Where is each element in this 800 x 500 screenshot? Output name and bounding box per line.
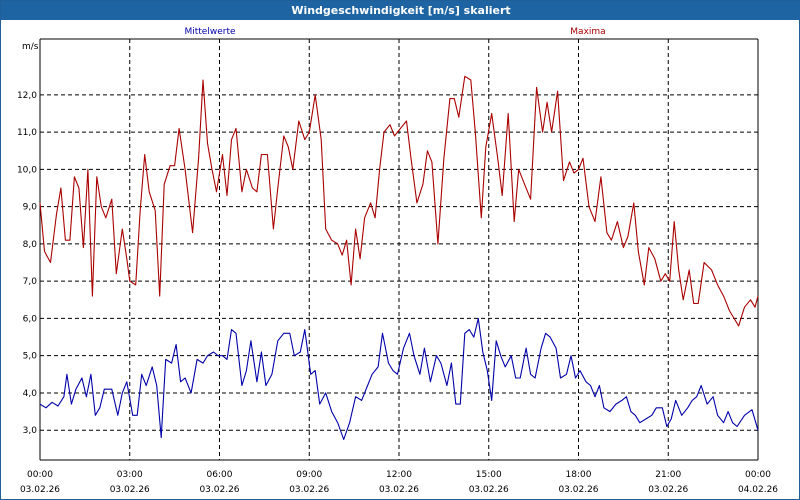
- y-tick-label: 3,0: [23, 426, 38, 436]
- x-tick-time: 12:00: [386, 470, 412, 480]
- y-tick-label: 11,0: [17, 128, 37, 138]
- axes: [39, 38, 759, 461]
- x-tick-time: 06:00: [207, 470, 233, 480]
- y-tick-label: 4,0: [23, 389, 38, 399]
- y-tick-label: 5,0: [23, 352, 38, 362]
- series-lines: [39, 75, 759, 441]
- series-line-maxima: [39, 75, 759, 327]
- x-tick-date: 03.02.26: [558, 485, 598, 495]
- legend-maxima: Maxima: [570, 27, 605, 37]
- x-tick-date: 03.02.26: [289, 485, 329, 495]
- x-tick-time: 00:00: [27, 470, 53, 480]
- x-tick-time: 09:00: [296, 470, 322, 480]
- y-tick-label: 9,0: [23, 203, 38, 213]
- x-tick-time: 15:00: [476, 470, 502, 480]
- y-tick-label: 7,0: [23, 277, 38, 287]
- y-tick-label: 6,0: [23, 314, 38, 324]
- y-tick-label: 10,0: [17, 165, 37, 175]
- legend-mittelwerte: Mittelwerte: [184, 27, 235, 37]
- x-tick-date: 03.02.26: [379, 485, 419, 495]
- tick-labels: 3,0 4,0 5,0 6,0 7,0 8,0 9,0 10,0 11,0 12,0 00:00 03…: [17, 27, 778, 495]
- x-tick-time: 18:00: [566, 470, 592, 480]
- chart-title: Windgeschwindigkeit [m/s] skaliert: [1, 1, 800, 20]
- y-tick-label: 8,0: [23, 240, 38, 250]
- y-axis-label: m/s: [22, 42, 39, 52]
- x-tick-date: 03.02.26: [20, 485, 60, 495]
- x-tick-time: 03:00: [117, 470, 143, 480]
- y-tick-label: 12,0: [17, 91, 37, 101]
- series-line-mittelwerte: [39, 317, 759, 441]
- x-tick-time: 21:00: [655, 470, 681, 480]
- x-tick-date: 03.02.26: [110, 485, 150, 495]
- x-tick-date: 03.02.26: [469, 485, 509, 495]
- x-tick-date: 04.02.26: [738, 485, 778, 495]
- x-tick-date: 03.02.26: [199, 485, 239, 495]
- x-tick-date: 03.02.26: [648, 485, 688, 495]
- x-tick-time: 00:00: [745, 470, 771, 480]
